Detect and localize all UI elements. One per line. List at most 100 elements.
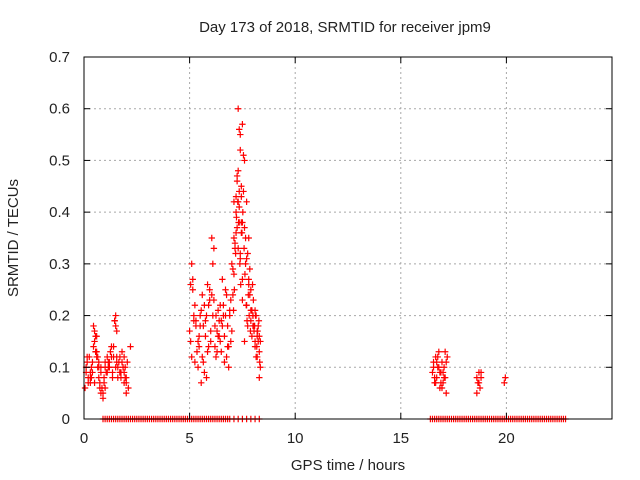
data-point — [214, 307, 222, 314]
data-point — [247, 286, 255, 293]
data-point — [231, 286, 238, 293]
data-point — [99, 395, 107, 402]
data-point — [239, 219, 246, 226]
data-point — [96, 384, 104, 392]
data-point — [253, 343, 260, 350]
x-tick-label: 15 — [392, 430, 409, 447]
data-point — [233, 224, 241, 231]
x-tick-label: 10 — [287, 430, 304, 447]
data-point — [218, 317, 225, 324]
data-point — [441, 348, 449, 355]
data-point — [123, 374, 130, 381]
data-point — [188, 353, 195, 361]
data-point — [90, 322, 97, 330]
data-point — [217, 338, 224, 345]
data-point — [199, 291, 206, 299]
data-point — [108, 343, 115, 350]
data-point — [250, 296, 257, 304]
data-point — [212, 312, 220, 319]
x-tick-label: 5 — [185, 430, 193, 447]
data-point — [249, 281, 256, 288]
data-point — [120, 379, 128, 386]
data-point — [256, 358, 263, 366]
data-point — [203, 312, 210, 319]
data-point — [202, 317, 209, 324]
data-point — [234, 105, 242, 112]
data-point — [246, 265, 253, 273]
data-point — [434, 353, 441, 361]
data-point — [243, 302, 250, 309]
data-point — [97, 389, 105, 397]
data-point — [232, 229, 240, 237]
data-point — [475, 379, 483, 386]
data-point — [191, 302, 199, 309]
y-tick-label: 0.5 — [49, 152, 70, 169]
data-point — [219, 276, 226, 283]
data-point — [113, 358, 120, 366]
y-tick-label: 0.7 — [49, 49, 70, 66]
data-point — [123, 389, 130, 397]
data-point — [429, 369, 436, 376]
data-point — [241, 224, 248, 231]
data-point — [239, 296, 246, 304]
data-point — [111, 317, 118, 324]
data-point — [239, 208, 247, 216]
data-point — [501, 379, 508, 386]
data-point — [110, 353, 117, 361]
data-point — [206, 286, 213, 293]
data-point — [242, 260, 249, 268]
data-point — [228, 260, 236, 268]
data-point — [203, 374, 210, 381]
data-point — [237, 146, 244, 154]
data-point — [245, 276, 252, 283]
data-point — [118, 348, 126, 355]
data-point — [439, 369, 447, 376]
data-point — [256, 333, 263, 340]
data-point — [227, 296, 234, 304]
data-point — [252, 312, 259, 319]
y-axis-label: SRMTID / TECUs — [5, 179, 22, 297]
data-points — [81, 105, 569, 423]
data-point — [121, 364, 129, 371]
y-tick-label: 0.2 — [49, 308, 70, 325]
data-point — [217, 302, 224, 309]
data-point — [93, 348, 100, 355]
data-point — [237, 255, 244, 262]
data-point — [222, 286, 229, 293]
data-point — [245, 312, 253, 319]
data-point — [213, 348, 221, 355]
data-point — [204, 281, 211, 288]
data-point — [193, 348, 201, 355]
data-point — [211, 322, 219, 330]
data-point — [237, 281, 244, 288]
x-tick-label: 20 — [498, 430, 515, 447]
data-point — [204, 348, 211, 355]
data-point — [244, 250, 251, 257]
data-point — [233, 214, 240, 221]
data-point — [236, 188, 243, 195]
data-point — [211, 343, 219, 350]
data-point — [243, 255, 250, 262]
data-point — [240, 245, 248, 252]
x-axis-label: GPS time / hours — [291, 457, 405, 474]
data-point — [243, 198, 250, 205]
data-point — [112, 312, 119, 319]
data-point — [209, 260, 217, 268]
data-point — [247, 307, 255, 314]
data-point — [476, 384, 484, 392]
data-point — [236, 126, 243, 133]
data-point — [220, 312, 227, 319]
data-point — [227, 338, 234, 345]
chart-title: Day 173 of 2018, SRMTID for receiver jpm… — [199, 19, 491, 36]
data-point — [226, 312, 233, 319]
data-point — [208, 234, 215, 242]
data-point — [219, 322, 226, 330]
data-point — [94, 353, 101, 361]
data-point — [229, 291, 237, 299]
data-point — [104, 369, 111, 376]
data-point — [198, 307, 205, 314]
data-point — [187, 281, 194, 288]
data-point — [249, 322, 257, 330]
data-point — [201, 302, 208, 309]
data-point — [241, 157, 248, 164]
